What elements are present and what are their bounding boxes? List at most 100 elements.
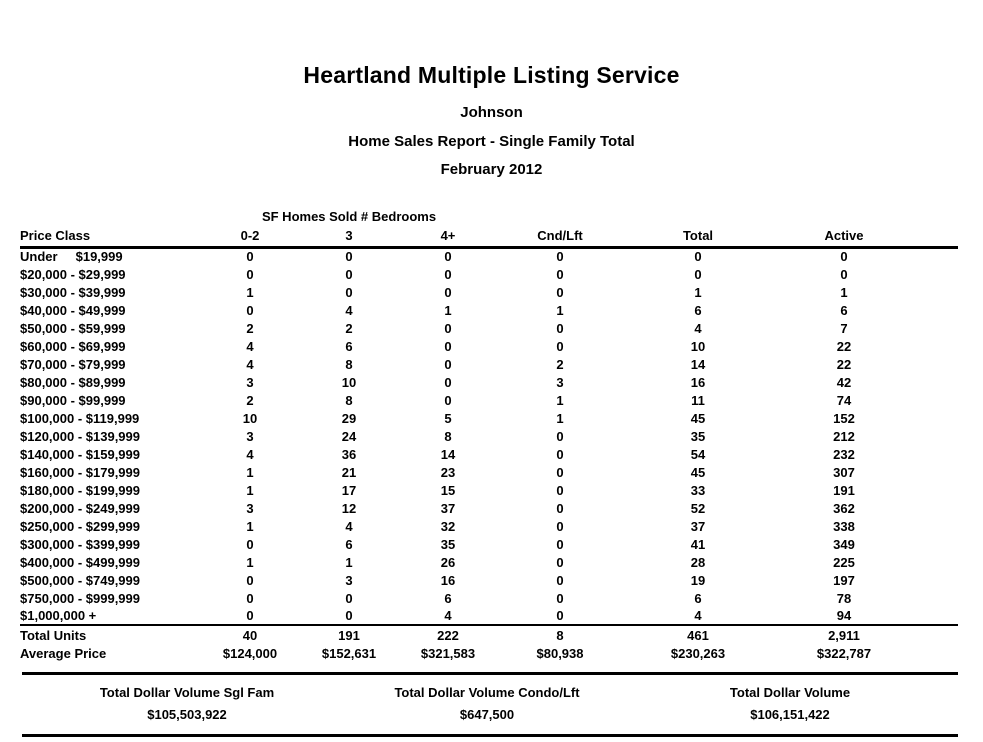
- col-header-3: 3: [300, 227, 398, 249]
- price-class-cell: $100,000 - $119,999: [20, 410, 140, 426]
- value-cell: 0: [345, 284, 353, 300]
- filler-cell: [914, 625, 958, 644]
- value-cell: 197: [833, 572, 855, 588]
- value-cell: 1: [556, 302, 564, 318]
- value-cell: 16: [440, 572, 456, 588]
- report-subtitle-name: Johnson: [460, 104, 523, 121]
- value-cell: 0: [345, 249, 353, 265]
- report-subtitle-period: February 2012: [440, 161, 543, 178]
- value-cell: 10: [242, 410, 258, 426]
- value-cell: 6: [345, 536, 353, 552]
- table-totals-row: Total Units 40 191 222 8 461 2,911: [20, 625, 958, 644]
- filler-cell: [914, 301, 958, 319]
- divider-rule: [22, 672, 958, 675]
- value-cell: 19: [690, 572, 706, 588]
- value-cell: 362: [833, 500, 855, 516]
- col-header-4plus: 4+: [398, 227, 498, 249]
- report-subtitle-type: Home Sales Report - Single Family Total: [348, 133, 635, 150]
- value-cell: 0: [498, 607, 622, 626]
- table-row: $500,000 - $749,999 0 3 16 0 19 197: [20, 571, 958, 589]
- table-row: $250,000 - $299,999 1 4 32 0 37 338: [20, 517, 958, 535]
- table-row: $20,000 - $29,999 0 0 0 0 0 0: [20, 265, 958, 283]
- table-row: $30,000 - $39,999 1 0 0 0 1 1: [20, 283, 958, 301]
- value-cell: 232: [833, 446, 855, 462]
- filler-cell: [914, 481, 958, 499]
- value-cell: 225: [833, 554, 855, 570]
- value-cell: 0: [556, 428, 564, 444]
- value-cell: $322,787: [816, 646, 872, 661]
- filler-cell: [914, 427, 958, 445]
- value-cell: 1: [246, 464, 254, 480]
- footer-value-sgl-fam: $105,503,922: [147, 707, 227, 722]
- price-class-cell: $90,000 - $99,999: [20, 392, 126, 408]
- filler-cell: [914, 553, 958, 571]
- value-cell: 2: [556, 356, 564, 372]
- value-cell: 4: [622, 607, 774, 626]
- price-class-cell: $50,000 - $59,999: [20, 320, 126, 336]
- value-cell: 191: [833, 482, 855, 498]
- value-cell: $124,000: [222, 646, 278, 661]
- table-row: $140,000 - $159,999 4 36 14 0 54 232: [20, 445, 958, 463]
- price-class-cell: $80,000 - $89,999: [20, 374, 126, 390]
- value-cell: 1: [840, 284, 848, 300]
- value-cell: 0: [556, 320, 564, 336]
- col-header-0-2: 0-2: [200, 227, 300, 249]
- value-cell: 2: [246, 392, 254, 408]
- value-cell: 1: [345, 554, 353, 570]
- value-cell: 35: [440, 536, 456, 552]
- footer-col-total: Total Dollar Volume $106,151,422: [600, 685, 980, 722]
- spacer-cell: [498, 206, 958, 227]
- value-cell: 6: [694, 590, 702, 606]
- value-cell: 0: [840, 266, 848, 282]
- value-cell: 41: [690, 536, 706, 552]
- value-cell: 0: [246, 572, 254, 588]
- filler-cell: [914, 265, 958, 283]
- filler-cell: [914, 517, 958, 535]
- value-cell: 1: [246, 482, 254, 498]
- footer-label-sgl-fam: Total Dollar Volume Sgl Fam: [99, 685, 275, 700]
- value-cell: 0: [444, 338, 452, 354]
- value-cell: 0: [694, 266, 702, 282]
- value-cell: 33: [690, 482, 706, 498]
- value-cell: 15: [440, 482, 456, 498]
- col-header-active: Active: [774, 227, 914, 249]
- footer-label-total: Total Dollar Volume: [729, 685, 851, 700]
- value-cell: 26: [440, 554, 456, 570]
- value-cell: 0: [556, 266, 564, 282]
- price-class-cell: $180,000 - $199,999: [20, 482, 140, 498]
- value-cell: 10: [341, 374, 357, 390]
- price-class-cell: Under $19,999: [20, 249, 123, 265]
- price-class-cell: $250,000 - $299,999: [20, 518, 140, 534]
- filler-cell: [914, 391, 958, 409]
- value-cell: 0: [840, 249, 848, 265]
- table-totals-row: Average Price $124,000 $152,631 $321,583 $80…: [20, 644, 958, 663]
- value-cell: 6: [345, 338, 353, 354]
- value-cell: 3: [246, 374, 254, 390]
- table-row: $50,000 - $59,999 2 2 0 0 4 7: [20, 319, 958, 337]
- value-cell: 22: [836, 338, 852, 354]
- value-cell: 0: [444, 284, 452, 300]
- filler-cell: [914, 337, 958, 355]
- filler-cell: [914, 373, 958, 391]
- price-class-cell: $500,000 - $749,999: [20, 572, 140, 588]
- value-cell: 222: [437, 627, 459, 643]
- value-cell: 3: [556, 374, 564, 390]
- value-cell: 0: [444, 356, 452, 372]
- value-cell: 4: [246, 446, 254, 462]
- group-header-label: SF Homes Sold # Bedrooms: [261, 209, 437, 224]
- value-cell: 78: [836, 590, 852, 606]
- value-cell: 28: [690, 554, 706, 570]
- table-row: $750,000 - $999,999 0 0 6 0 6 78: [20, 589, 958, 607]
- value-cell: 4: [345, 302, 353, 318]
- value-cell: 3: [246, 500, 254, 516]
- value-cell: 2: [345, 320, 353, 336]
- value-cell: 0: [556, 500, 564, 516]
- price-class-cell: $200,000 - $249,999: [20, 500, 140, 516]
- value-cell: 0: [444, 266, 452, 282]
- value-cell: 0: [556, 249, 564, 265]
- filler-cell: [914, 499, 958, 517]
- value-cell: 8: [444, 428, 452, 444]
- value-cell: 11: [691, 392, 705, 408]
- value-cell: 0: [246, 249, 254, 265]
- table-row: $200,000 - $249,999 3 12 37 0 52 362: [20, 499, 958, 517]
